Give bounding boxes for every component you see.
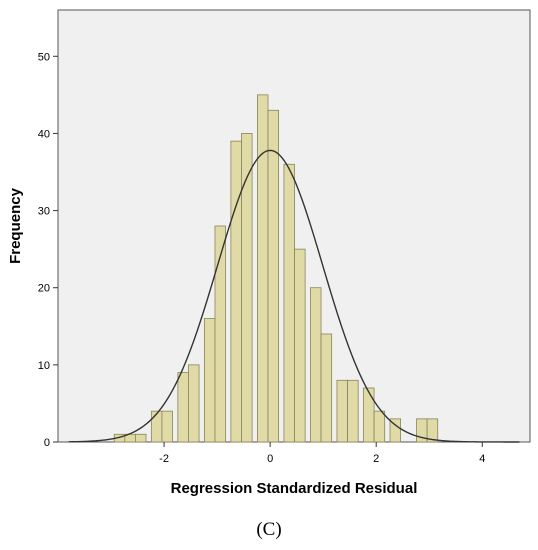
x-tick-label: -2 [159,453,169,465]
y-tick-label: 30 [38,206,50,218]
histogram-bar [389,418,401,443]
y-tick-label: 0 [44,437,50,449]
x-tick-label: 2 [373,453,379,465]
histogram-bar [230,140,242,443]
histogram-bar [310,287,322,443]
histogram-bar [294,248,306,443]
y-tick-label: 10 [38,360,50,372]
histogram-bar [177,372,189,443]
histogram-bar [214,225,226,443]
axes-layer: 0 10 20 30 40 50 -2 0 2 4 [38,51,486,465]
x-axis-title: Regression Standardized Residual [171,480,418,497]
histogram-bar [150,410,163,443]
histogram-bar [241,133,253,443]
x-tick-label: 0 [267,453,273,465]
bars-layer [113,94,439,443]
histogram-bar [363,387,375,443]
histogram-bar [320,333,333,443]
y-tick-label: 20 [38,283,50,295]
histogram-bar [257,94,269,443]
histogram-bar [267,109,280,443]
histogram-bar [336,379,348,443]
panel-caption: (C) [256,519,281,540]
histogram-bar [188,364,200,443]
histogram-bar [426,418,439,443]
histogram-bar [283,163,295,443]
y-tick-label: 50 [38,51,50,63]
x-tick-label: 4 [479,453,485,465]
histogram-bar [347,379,359,443]
y-axis-title: Frequency [7,187,24,264]
histogram-bar [373,410,386,443]
histogram-bar [161,410,173,443]
histogram-bar [135,433,147,443]
y-tick-label: 40 [38,128,50,140]
normal-curve [68,149,520,443]
histogram-bar [203,318,216,443]
